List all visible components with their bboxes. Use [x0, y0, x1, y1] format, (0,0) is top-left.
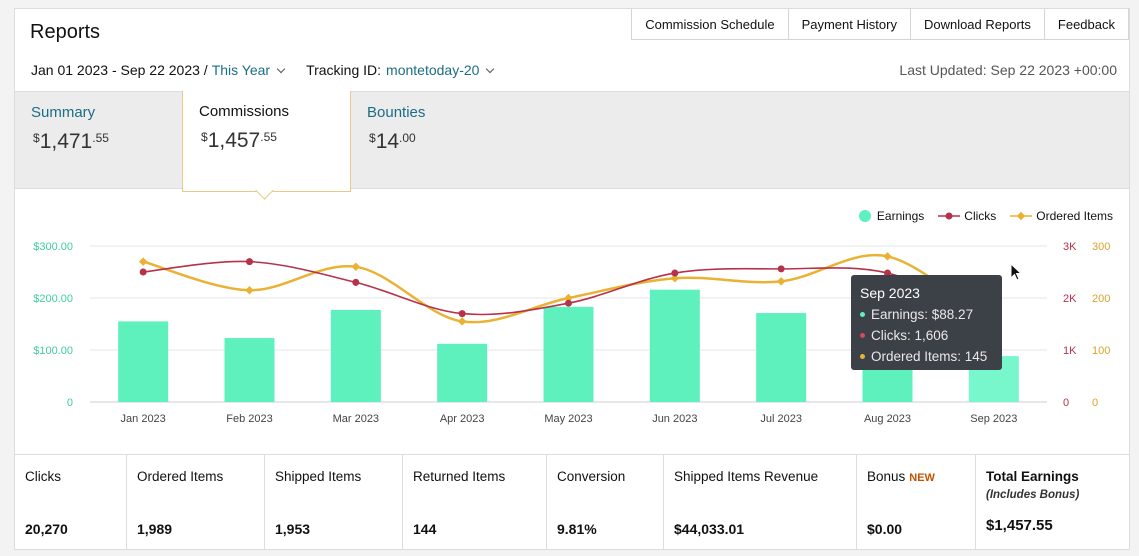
- clicks-point: [777, 265, 785, 273]
- ordered-items-point: [351, 262, 361, 272]
- x-tick-label: Aug 2023: [864, 413, 911, 425]
- y-left-tick-label: $200.00: [33, 293, 73, 305]
- tracking-id-dropdown[interactable]: montetoday-20: [386, 62, 480, 78]
- tab-summary-label[interactable]: Summary: [31, 104, 96, 121]
- ordered-items-point: [457, 317, 467, 326]
- x-tick-label: Apr 2023: [440, 413, 485, 425]
- x-tick-label: Jun 2023: [652, 413, 697, 425]
- ordered-items-point: [564, 293, 573, 303]
- tab-bounties[interactable]: Bounties $14.00: [367, 92, 517, 186]
- legend-ordered-items[interactable]: Ordered Items: [1010, 209, 1113, 223]
- earnings-bar: [437, 343, 488, 402]
- tab-summary[interactable]: Summary $1,471.55: [31, 92, 181, 186]
- earnings-chart: 0 0 0 $100.00 1K 100 $200.00 2K 200 $300.00 3K 300 J…: [33, 241, 1110, 425]
- x-tick-label: Jul 2023: [760, 413, 802, 425]
- clicks-point: [565, 299, 572, 307]
- earnings-bar: [543, 306, 594, 402]
- tab-summary-value: $1,471.55: [33, 130, 109, 153]
- date-range: Jan 01 2023 - Sep 22 2023 /: [31, 62, 208, 78]
- commission-schedule-button[interactable]: Commission Schedule: [631, 9, 789, 40]
- clicks-point: [458, 310, 466, 318]
- x-tick-label: Feb 2023: [226, 413, 272, 425]
- stats-row: Clicks 20,270 Ordered Items 1,989 Shipped …: [15, 454, 1129, 549]
- chart-legend: Earnings Clicks Ordered Items: [845, 209, 1113, 223]
- chevron-down-icon[interactable]: [486, 64, 495, 73]
- stat-ordered-items: Ordered Items 1,989: [127, 455, 265, 549]
- stat-total-earnings: Total Earnings (Includes Bonus) $1,457.5…: [986, 469, 1080, 534]
- legend-clicks[interactable]: Clicks: [938, 209, 996, 223]
- tooltip-clicks: Clicks: 1,606: [860, 328, 948, 343]
- tracking-label: Tracking ID:: [306, 62, 382, 78]
- tab-commissions-value: $1,457.55: [201, 129, 277, 152]
- stat-bonus: Bonus NEW $0.00: [857, 455, 976, 549]
- earnings-dot-icon: [858, 210, 871, 222]
- y-left-tick-label: 0: [67, 397, 73, 409]
- earnings-bar: [224, 338, 275, 402]
- y-left-tick-label: $100.00: [33, 345, 73, 357]
- clicks-line-icon: [938, 212, 961, 220]
- earnings-bar: [649, 289, 700, 402]
- tab-bounties-value: $14.00: [369, 130, 416, 153]
- mouse-pointer-icon: [1010, 263, 1023, 281]
- top-nav: Commission Schedule Payment History Down…: [631, 9, 1129, 40]
- tab-commissions-label[interactable]: Commissions: [199, 103, 290, 120]
- tab-bounties-label[interactable]: Bounties: [367, 104, 426, 121]
- clicks-point: [671, 269, 679, 277]
- new-badge: NEW: [909, 472, 935, 484]
- tab-commissions[interactable]: Commissions $1,457.55: [182, 91, 351, 192]
- clicks-point: [246, 258, 253, 266]
- y-right-clicks-tick-label: 2K: [1063, 293, 1077, 305]
- page-title: Reports: [30, 21, 101, 43]
- report-tabs: Summary $1,471.55 Commissions $1,457.55 …: [15, 91, 1129, 192]
- reports-card: Reports Commission Schedule Payment Hist…: [14, 8, 1130, 550]
- x-tick-label: Mar 2023: [333, 413, 379, 425]
- y-right-clicks-tick-label: 0: [1063, 397, 1069, 409]
- y-right-ordered-tick-label: 0: [1092, 397, 1098, 409]
- x-tick-label: Jan 2023: [121, 413, 166, 425]
- legend-earnings[interactable]: Earnings: [858, 209, 924, 223]
- ordered-items-point: [245, 285, 254, 295]
- x-tick-label: Sep 2023: [970, 413, 1017, 425]
- earnings-bar: [330, 309, 381, 402]
- stat-shipped-revenue: Shipped Items Revenue $44,033.01: [664, 455, 857, 549]
- payment-history-button[interactable]: Payment History: [787, 9, 911, 40]
- stat-clicks: Clicks 20,270: [15, 455, 127, 549]
- stat-shipped-items: Shipped Items 1,953: [265, 455, 403, 549]
- stat-conversion: Conversion 9.81%: [547, 455, 664, 549]
- y-right-ordered-tick-label: 300: [1092, 241, 1110, 253]
- last-updated: Last Updated: Sep 22 2023 +00:00: [899, 62, 1117, 78]
- feedback-button[interactable]: Feedback: [1043, 9, 1129, 40]
- stat-returned-items: Returned Items 144: [403, 455, 547, 549]
- x-tick-label: May 2023: [544, 413, 592, 425]
- y-right-clicks-tick-label: 3K: [1063, 241, 1077, 253]
- earnings-bar: [756, 313, 807, 402]
- tooltip-earnings: Earnings: $88.27: [860, 307, 973, 322]
- download-reports-button[interactable]: Download Reports: [909, 9, 1045, 40]
- filter-bar: Jan 01 2023 - Sep 22 2023 / This Year Tr…: [31, 62, 495, 78]
- tooltip-title: Sep 2023: [860, 285, 920, 301]
- ordered-items-line-icon: [1010, 211, 1033, 221]
- clicks-point: [352, 278, 360, 286]
- clicks-point: [139, 268, 147, 276]
- chart-tooltip: Sep 2023 Earnings: $88.27 Clicks: 1,606 …: [851, 275, 1002, 370]
- y-right-ordered-tick-label: 200: [1092, 293, 1110, 305]
- ordered-items-point: [776, 277, 786, 286]
- clicks-point: [884, 269, 891, 277]
- y-right-clicks-tick-label: 1K: [1063, 345, 1077, 357]
- chevron-down-icon[interactable]: [276, 64, 286, 73]
- earnings-bar: [118, 321, 169, 402]
- ordered-items-point: [138, 257, 148, 266]
- tooltip-ordered-items: Ordered Items: 145: [860, 349, 987, 364]
- ordered-items-point: [883, 252, 892, 261]
- y-left-tick-label: $300.00: [33, 241, 73, 253]
- y-right-ordered-tick-label: 100: [1092, 345, 1110, 357]
- period-dropdown[interactable]: This Year: [211, 62, 271, 78]
